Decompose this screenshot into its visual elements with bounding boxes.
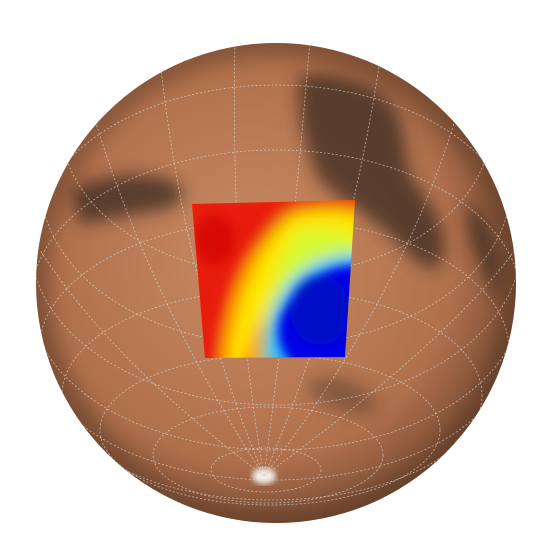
latitude-line [152, 406, 384, 504]
dark-region [298, 74, 444, 268]
overlay-field [195, 215, 235, 265]
meridian [159, 59, 265, 477]
data-overlay [192, 200, 355, 358]
latitude-line [99, 354, 441, 506]
dark-region [465, 200, 501, 300]
meridian [39, 249, 265, 477]
dark-region [70, 174, 183, 225]
overlay-field [290, 275, 350, 345]
meridian [94, 119, 265, 477]
albedo-features [36, 43, 516, 523]
latitude-line [36, 84, 516, 406]
dark-region [310, 376, 380, 415]
latitude-line [210, 447, 322, 493]
